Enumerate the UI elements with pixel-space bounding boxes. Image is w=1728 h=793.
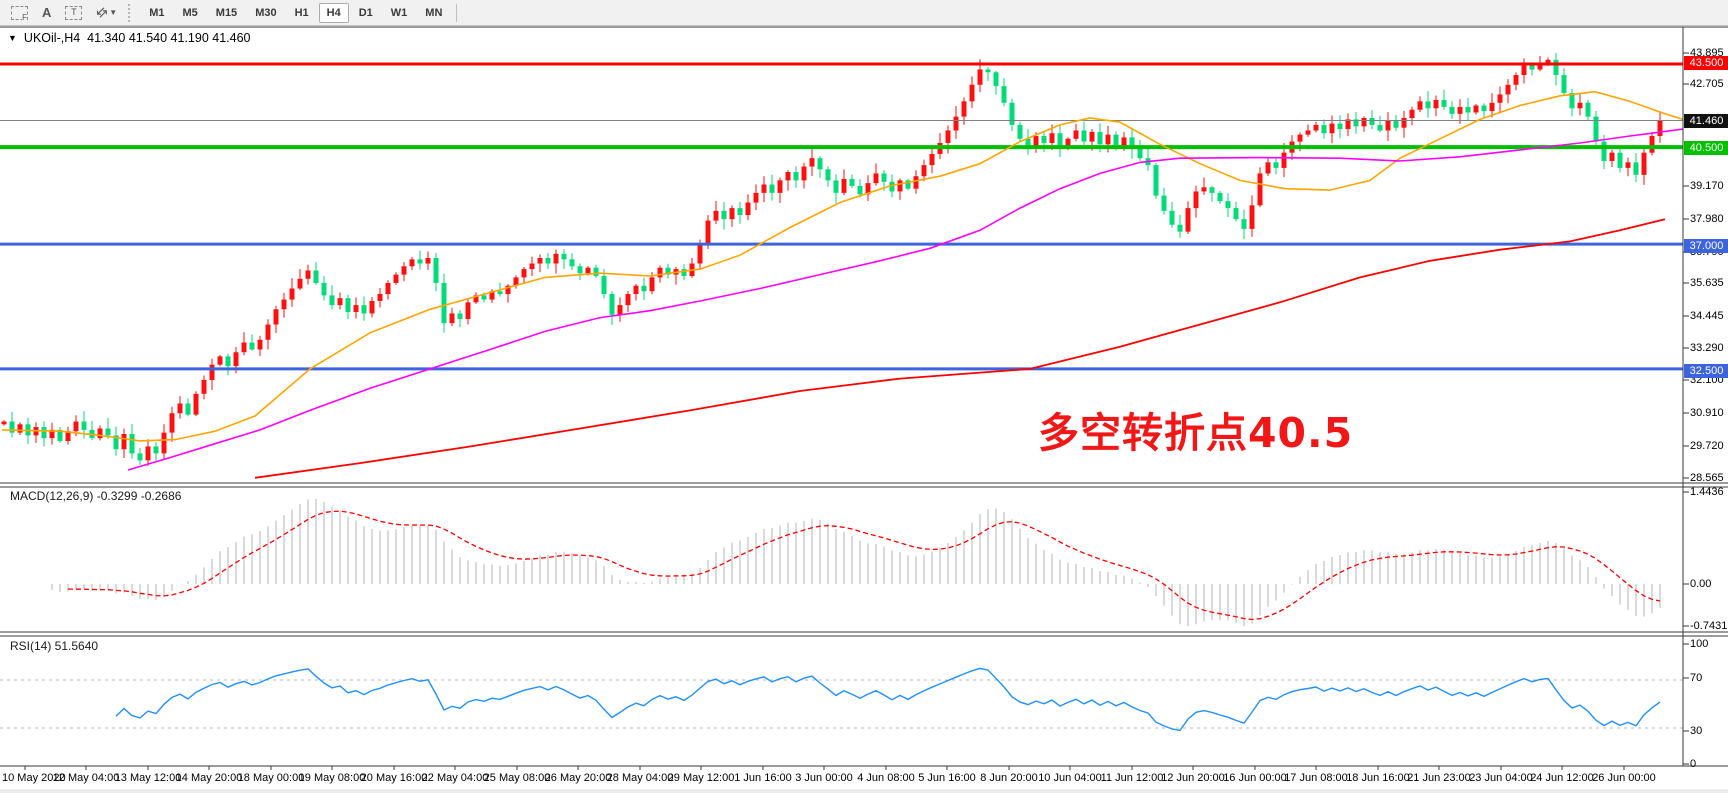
ma-mid-line <box>127 128 1684 471</box>
price-tick: 30.910 <box>1690 407 1724 419</box>
panel-borders-layer <box>0 26 1728 770</box>
time-axis-label: 5 Jun 16:00 <box>918 772 976 784</box>
rsi-layer <box>0 667 1683 732</box>
time-axis-label: 3 Jun 00:00 <box>795 772 853 784</box>
price-tick: 37.980 <box>1690 213 1724 225</box>
price-tick: 34.445 <box>1690 310 1724 322</box>
indicator-tick: 70 <box>1690 672 1703 684</box>
time-axis-label: 18 Jun 16:00 <box>1346 772 1410 784</box>
time-axis-label: 18 May 00:00 <box>237 772 305 784</box>
price-tick: 29.720 <box>1690 440 1724 452</box>
chart-title-bar: ▼ UKOil-,H4 41.340 41.540 41.190 41.460 <box>8 31 250 45</box>
price-badge: 32.500 <box>1684 364 1728 378</box>
time-axis-label: 23 Jun 04:00 <box>1469 772 1533 784</box>
time-axis-label: 29 May 12:00 <box>667 772 735 784</box>
time-axis-label: 14 May 20:00 <box>175 772 243 784</box>
time-axis-label: 13 May 12:00 <box>114 772 182 784</box>
ma-slow-line <box>254 218 1666 479</box>
time-axis-label: 1 Jun 16:00 <box>734 772 792 784</box>
price-tick: 39.170 <box>1690 180 1724 192</box>
toolbar-separator <box>456 3 458 22</box>
price-badge: 37.000 <box>1684 239 1728 253</box>
dashed-box-f-icon[interactable]: F <box>4 3 35 23</box>
price-badge: 40.500 <box>1684 141 1728 155</box>
symbol-ohlc-title: UKOil-,H4 41.340 41.540 41.190 41.460 <box>23 31 251 45</box>
timeframe-button-h4[interactable]: H4 <box>318 2 349 23</box>
time-axis-label: 28 May 04:00 <box>606 772 674 784</box>
time-axis-label: 22 May 04:00 <box>421 772 489 784</box>
timeframe-button-d1[interactable]: D1 <box>351 3 381 23</box>
timeframe-button-m15[interactable]: M15 <box>208 3 245 23</box>
timeframe-button-h1[interactable]: H1 <box>287 3 317 23</box>
price-tick: 42.705 <box>1690 78 1724 90</box>
timeframe-button-group: M1 M5 M15 M30 H1 H4 D1 W1 MN <box>140 2 451 23</box>
macd-indicator-label: MACD(12,26,9) -0.3299 -0.2686 <box>10 489 182 503</box>
price-tick: 35.635 <box>1690 277 1724 289</box>
macd-signal-line <box>67 510 1661 621</box>
time-axis-label: 24 Jun 12:00 <box>1530 772 1594 784</box>
time-axis-label: 21 Jun 23:00 <box>1407 772 1471 784</box>
time-axis-label: 10 Jun 04:00 <box>1038 772 1102 784</box>
dropdown-caret-icon: ▼ <box>109 8 118 17</box>
symbol-dropdown-icon[interactable]: ▼ <box>8 33 17 43</box>
time-axis-label: 25 May 08:00 <box>483 772 551 784</box>
price-badge: 41.460 <box>1684 114 1728 128</box>
time-axis-label: 26 Jun 00:00 <box>1592 772 1656 784</box>
horizontal-lines-layer <box>0 62 1683 371</box>
time-axis-label: 19 May 08:00 <box>298 772 366 784</box>
time-axis-label: 26 May 20:00 <box>544 772 612 784</box>
text-box-t-icon[interactable]: T <box>58 3 89 23</box>
moving-averages-layer <box>1 90 1684 479</box>
timeframe-button-m5[interactable]: M5 <box>175 3 206 23</box>
rsi-line <box>115 667 1661 732</box>
timeframe-button-m1[interactable]: M1 <box>141 3 172 23</box>
rsi-indicator-label: RSI(14) 51.5640 <box>10 639 99 653</box>
macd-layer <box>51 498 1661 627</box>
ma-fast-line <box>1 90 1684 442</box>
time-axis-label: 11 Jun 12:00 <box>1100 772 1164 784</box>
time-axis-label: 12 May 04:00 <box>52 772 120 784</box>
crossed-arrows-icon[interactable]: ⇵ ▼ <box>89 3 124 23</box>
time-axis-label: 4 Jun 08:00 <box>857 772 915 784</box>
timeframe-button-w1[interactable]: W1 <box>383 3 416 23</box>
timeframe-button-m30[interactable]: M30 <box>247 3 284 23</box>
time-axis-label: 12 Jun 20:00 <box>1161 772 1225 784</box>
indicator-tick: 100 <box>1690 638 1709 650</box>
price-badge: 43.500 <box>1684 56 1728 70</box>
chart-annotation-text: 多空转折点40.5 <box>1038 409 1354 457</box>
time-axis-label: 16 Jun 00:00 <box>1223 772 1287 784</box>
price-tick: 28.565 <box>1690 472 1724 484</box>
price-tick: 33.290 <box>1690 342 1724 354</box>
indicator-tick: 0 <box>1690 758 1697 770</box>
indicator-tick: 30 <box>1690 725 1703 737</box>
timeframe-button-mn[interactable]: MN <box>417 3 450 23</box>
time-axis-label: 8 Jun 20:00 <box>980 772 1038 784</box>
text-label-a-icon[interactable]: A <box>35 3 58 23</box>
window-bottom-edge <box>0 789 1728 793</box>
toolbar-grip <box>128 3 134 22</box>
toolbar: F A T ⇵ ▼ M1 M5 M15 M30 H1 H4 D1 W1 MN <box>0 0 1728 26</box>
time-axis-label: 10 May 2020 <box>2 772 66 784</box>
candles-layer <box>1 53 1663 466</box>
indicator-tick: -0.7431 <box>1690 620 1728 632</box>
indicator-tick: 0.00 <box>1690 578 1712 590</box>
indicator-tick: 1.4436 <box>1690 486 1724 498</box>
time-axis-label: 17 Jun 08:00 <box>1284 772 1348 784</box>
time-axis-label: 20 May 16:00 <box>360 772 428 784</box>
